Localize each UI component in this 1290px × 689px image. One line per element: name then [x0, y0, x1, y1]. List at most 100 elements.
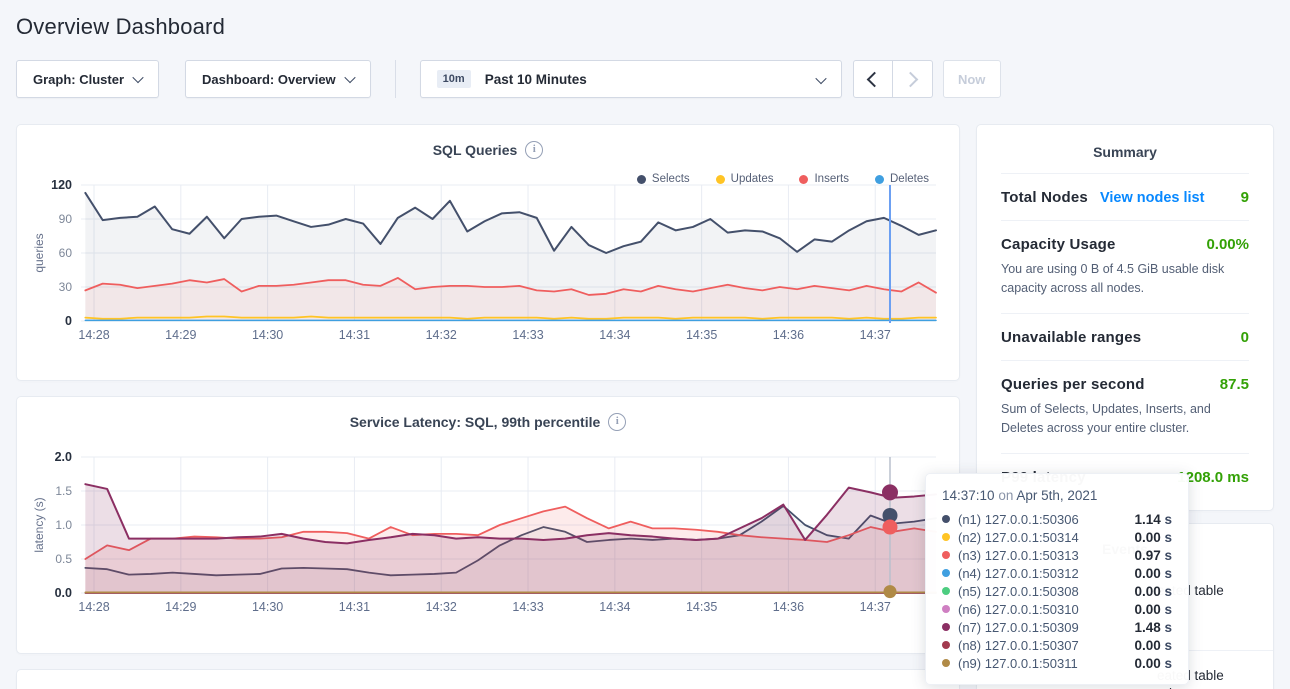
legend-item-deletes[interactable]: Deletes [875, 173, 929, 185]
tooltip-node-label: (n9) 127.0.0.1:50311 [958, 656, 1078, 671]
legend-item-selects[interactable]: Selects [637, 173, 690, 185]
summary-title: Summary [1001, 141, 1249, 163]
tooltip-node-label: (n3) 127.0.0.1:50313 [958, 548, 1079, 563]
svg-text:14:37: 14:37 [860, 600, 891, 614]
tooltip-timestamp: 14:37:10 on Apr 5th, 2021 [942, 488, 1172, 503]
tooltip-node-label: (n6) 127.0.0.1:50310 [958, 602, 1079, 617]
total-nodes-value: 9 [1241, 189, 1249, 206]
node-color-dot-icon [942, 515, 950, 523]
tooltip-node-row: (n7) 127.0.0.1:50309 1.48 s [942, 618, 1172, 636]
svg-text:14:35: 14:35 [686, 328, 717, 342]
tooltip-node-row: (n5) 127.0.0.1:50308 0.00 s [942, 582, 1172, 600]
svg-text:14:32: 14:32 [426, 328, 457, 342]
tooltip-node-label: (n7) 127.0.0.1:50309 [958, 620, 1079, 635]
node-color-dot-icon [942, 659, 950, 667]
svg-text:14:34: 14:34 [599, 600, 630, 614]
capacity-description: You are using 0 B of 4.5 GiB usable disk… [1001, 260, 1249, 299]
svg-text:90: 90 [59, 212, 73, 226]
qps-value: 87.5 [1220, 376, 1249, 393]
chevron-down-icon [132, 72, 143, 83]
tooltip-node-value: 0.00 s [1134, 530, 1172, 545]
chart-title-text: Service Latency: SQL, 99th percentile [350, 414, 601, 430]
chevron-down-icon [344, 72, 355, 83]
service-latency-panel: Service Latency: SQL, 99th percentile 14… [16, 396, 960, 654]
node-color-dot-icon [942, 551, 950, 559]
svg-text:0.5: 0.5 [55, 552, 72, 566]
svg-text:14:34: 14:34 [599, 328, 630, 342]
info-icon[interactable] [525, 141, 543, 159]
graph-selector-dropdown[interactable]: Graph: Cluster [16, 60, 159, 98]
tooltip-node-value: 0.00 s [1134, 638, 1172, 653]
tooltip-node-value: 0.00 s [1134, 566, 1172, 581]
tooltip-node-label: (n8) 127.0.0.1:50307 [958, 638, 1079, 653]
now-button[interactable]: Now [943, 60, 1001, 98]
svg-text:0.0: 0.0 [55, 586, 72, 600]
total-nodes-label: Total Nodes [1001, 189, 1088, 206]
chart-title-text: SQL Queries [433, 142, 518, 158]
svg-text:14:30: 14:30 [252, 328, 283, 342]
node-color-dot-icon [942, 641, 950, 649]
svg-text:14:32: 14:32 [426, 600, 457, 614]
svg-text:14:33: 14:33 [512, 328, 543, 342]
summary-row-qps: Queries per second 87.5 Sum of Selects, … [1001, 360, 1249, 453]
overview-dashboard-page: Overview Dashboard Graph: Cluster Dashbo… [0, 0, 1290, 689]
legend-item-inserts[interactable]: Inserts [799, 173, 849, 185]
summary-row-total-nodes: Total Nodes View nodes list 9 [1001, 173, 1249, 220]
node-color-dot-icon [942, 623, 950, 631]
controls-bar: Graph: Cluster Dashboard: Overview 10m P… [16, 60, 1274, 98]
unavailable-ranges-value: 0 [1241, 329, 1249, 346]
qps-label: Queries per second [1001, 376, 1145, 393]
svg-text:120: 120 [51, 178, 72, 192]
svg-text:14:31: 14:31 [339, 600, 370, 614]
svg-text:queries: queries [32, 233, 46, 272]
legend-label: Updates [731, 173, 774, 185]
legend-dot-icon [637, 175, 646, 184]
tooltip-node-label: (n1) 127.0.0.1:50306 [958, 512, 1079, 527]
dashboard-selector-dropdown[interactable]: Dashboard: Overview [185, 60, 371, 98]
legend-label: Deletes [890, 173, 929, 185]
charts-column: SQL Queries Selects Updates Inserts Deletes… [16, 124, 960, 689]
summary-row-capacity: Capacity Usage 0.00% You are using 0 B o… [1001, 220, 1249, 313]
tooltip-node-value: 1.14 s [1134, 512, 1172, 527]
chart-title: Service Latency: SQL, 99th percentile [29, 411, 947, 433]
legend-label: Inserts [814, 173, 849, 185]
chevron-left-icon [867, 71, 883, 87]
legend-label: Selects [652, 173, 690, 185]
tooltip-node-label: (n5) 127.0.0.1:50308 [958, 584, 1079, 599]
sql-queries-panel: SQL Queries Selects Updates Inserts Deletes… [16, 124, 960, 381]
legend-item-updates[interactable]: Updates [716, 173, 774, 185]
tooltip-node-value: 0.00 s [1134, 584, 1172, 599]
tooltip-node-value: 1.48 s [1134, 620, 1172, 635]
svg-text:14:28: 14:28 [78, 328, 109, 342]
svg-text:2.0: 2.0 [55, 450, 72, 464]
svg-text:14:36: 14:36 [773, 600, 804, 614]
svg-text:14:36: 14:36 [773, 328, 804, 342]
time-step-buttons [853, 60, 933, 98]
summary-row-unavailable-ranges: Unavailable ranges 0 [1001, 313, 1249, 360]
tooltip-node-row: (n1) 127.0.0.1:50306 1.14 s [942, 510, 1172, 528]
tooltip-node-value: 0.00 s [1134, 602, 1172, 617]
svg-text:1.5: 1.5 [55, 484, 72, 498]
chevron-down-icon [815, 73, 826, 84]
legend-dot-icon [716, 175, 725, 184]
graph-selector-label: Graph: Cluster [33, 72, 124, 87]
sql-queries-chart[interactable]: 14:2814:2914:3014:3114:3214:3314:3414:35… [29, 177, 949, 349]
info-icon[interactable] [608, 413, 626, 431]
tooltip-node-value: 0.97 s [1134, 548, 1172, 563]
capacity-label: Capacity Usage [1001, 236, 1116, 253]
svg-text:0: 0 [65, 314, 72, 328]
tooltip-node-row: (n2) 127.0.0.1:503140.00 s [942, 528, 1172, 546]
time-range-dropdown[interactable]: 10m Past 10 Minutes [420, 60, 842, 98]
tooltip-node-row: (n3) 127.0.0.1:50313 0.97 s [942, 546, 1172, 564]
view-nodes-list-link[interactable]: View nodes list [1100, 190, 1205, 206]
svg-text:14:29: 14:29 [165, 600, 196, 614]
legend-dot-icon [875, 175, 884, 184]
capacity-value: 0.00% [1206, 236, 1249, 253]
qps-description: Sum of Selects, Updates, Inserts, and De… [1001, 400, 1249, 439]
svg-text:14:28: 14:28 [78, 600, 109, 614]
time-back-button[interactable] [853, 60, 893, 98]
time-forward-button[interactable] [893, 60, 933, 98]
service-latency-chart[interactable]: 14:2814:2914:3014:3114:3214:3314:3414:35… [29, 449, 949, 621]
tooltip-node-label: (n4) 127.0.0.1:50312 [958, 566, 1079, 581]
svg-text:30: 30 [59, 280, 73, 294]
